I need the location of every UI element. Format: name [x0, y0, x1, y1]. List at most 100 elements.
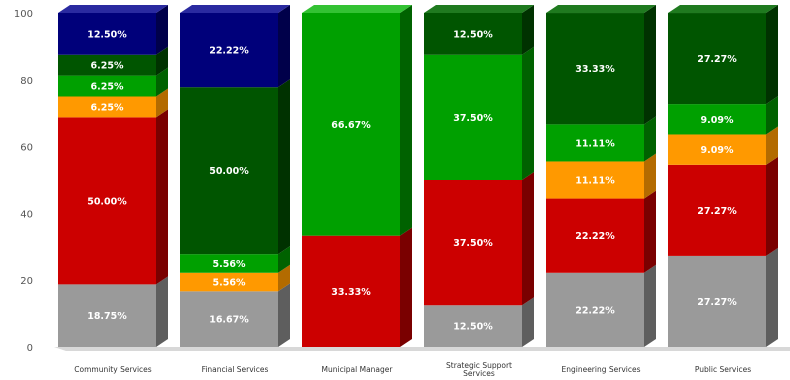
data-label: 5.56% — [213, 278, 246, 289]
bars-layer — [58, 4, 778, 347]
bar-segment — [668, 164, 766, 256]
data-label: 22.22% — [209, 46, 249, 57]
bar-side — [644, 264, 656, 347]
data-label: 6.25% — [91, 61, 124, 72]
bar-side — [156, 67, 168, 97]
data-label: 33.33% — [575, 64, 615, 75]
bar-top — [668, 5, 778, 14]
bar-segment — [180, 272, 278, 292]
bar-side — [522, 5, 534, 55]
y-tick-label: 100 — [14, 9, 33, 20]
bar-segment — [424, 305, 522, 347]
bar-segment — [668, 13, 766, 105]
bar-side — [522, 46, 534, 180]
bar-segment — [424, 54, 522, 180]
bar-top — [546, 5, 656, 14]
bar-segment — [668, 134, 766, 165]
bar-side — [522, 172, 534, 306]
bar-segment — [424, 180, 522, 306]
bar-segment — [668, 104, 766, 135]
x-category-label: Community Services — [74, 365, 152, 374]
data-label: 9.09% — [701, 145, 734, 156]
bar-segment — [58, 13, 156, 55]
bar-side — [400, 5, 412, 236]
data-label: 11.11% — [575, 176, 615, 187]
bar-segment — [668, 255, 766, 347]
bar-side — [156, 46, 168, 76]
bar-side — [522, 297, 534, 347]
data-label: 37.50% — [453, 238, 493, 249]
bar-group — [302, 5, 412, 347]
y-tick-label: 80 — [20, 76, 33, 87]
x-category-label: Strategic Support Services — [446, 361, 512, 376]
bar-segment — [546, 13, 644, 125]
x-category-label: Municipal Manager — [322, 365, 394, 374]
bar-segment — [302, 13, 400, 236]
bar-side — [766, 5, 778, 105]
x-category-label: Engineering Services — [561, 365, 640, 374]
data-label: 27.27% — [697, 297, 737, 308]
bar-group — [180, 4, 290, 347]
bar-side — [644, 190, 656, 273]
data-label: 12.50% — [87, 29, 127, 40]
data-label: 18.75% — [87, 311, 127, 322]
bar-segment — [58, 96, 156, 118]
data-label: 5.56% — [213, 259, 246, 270]
data-label: 37.50% — [453, 113, 493, 124]
data-label: 50.00% — [209, 166, 249, 177]
bar-segment — [546, 198, 644, 273]
bar-segment — [546, 272, 644, 347]
bar-segment — [58, 54, 156, 76]
bar-group — [58, 5, 168, 347]
y-tick-label: 40 — [20, 209, 33, 220]
bar-segment — [302, 235, 400, 347]
bar-side — [278, 4, 290, 88]
bar-top — [180, 4, 290, 13]
bar-top — [302, 5, 412, 13]
bar-segment — [58, 75, 156, 97]
bar-side — [766, 96, 778, 135]
data-label: 33.33% — [331, 287, 371, 298]
bar-side — [156, 276, 168, 347]
bar-side — [156, 5, 168, 55]
bar-side — [156, 88, 168, 118]
bar-side — [766, 126, 778, 165]
chart-floor — [54, 347, 790, 351]
bar-segment — [180, 12, 278, 88]
labels-layer: 18.75% 50.00% 6.25% 6.25% 6.25% 12.50% 16.67% 5… — [87, 29, 737, 332]
data-label: 6.25% — [91, 102, 124, 113]
bar-side — [766, 156, 778, 256]
y-tick-label: 0 — [27, 343, 33, 354]
data-label: 22.22% — [575, 305, 615, 316]
bar-side — [278, 246, 290, 273]
bar-segment — [58, 117, 156, 285]
bar-side — [644, 5, 656, 125]
data-label: 9.09% — [701, 115, 734, 126]
data-label: 16.67% — [209, 315, 249, 326]
bar-side — [278, 283, 290, 347]
y-tick-label: 60 — [20, 143, 33, 154]
bar-segment — [58, 284, 156, 347]
data-label: 12.50% — [453, 29, 493, 40]
data-label: 27.27% — [697, 54, 737, 65]
bar-segment — [180, 87, 278, 255]
data-label: 11.11% — [575, 138, 615, 149]
bar-side — [644, 153, 656, 199]
data-label: 50.00% — [87, 196, 127, 207]
bar-segment — [546, 161, 644, 199]
bar-top — [424, 5, 534, 13]
x-category-label: Public Services — [695, 365, 751, 374]
bar-group — [424, 5, 534, 347]
y-tick-label: 20 — [20, 276, 33, 287]
axis-layer: 0 20 40 60 80 100 Community Services Financial … — [14, 9, 790, 378]
bar-side — [400, 227, 412, 347]
bar-side — [278, 264, 290, 292]
bar-segment — [546, 124, 644, 162]
bar-segment — [180, 291, 278, 347]
data-label: 12.50% — [453, 322, 493, 333]
x-category-label: Financial Services — [202, 365, 269, 374]
bar-side — [278, 79, 290, 255]
bar-segment — [180, 254, 278, 273]
